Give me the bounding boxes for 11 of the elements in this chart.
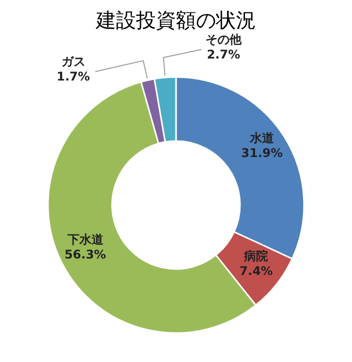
slice-label: 病院: [243, 249, 268, 264]
slice-label: 下水道: [66, 232, 104, 247]
slice-label: その他: [205, 32, 242, 47]
data-label: 31.9%: [241, 146, 283, 160]
slice-label: ガス: [61, 54, 86, 69]
chart-title: 建設投資額の状況: [95, 8, 256, 32]
data-label: 56.3%: [64, 248, 106, 262]
data-label: 7.4%: [240, 264, 273, 278]
slice-label: 水道: [248, 131, 275, 146]
data-label: 2.7%: [206, 48, 240, 62]
data-label: 1.7%: [56, 70, 90, 84]
